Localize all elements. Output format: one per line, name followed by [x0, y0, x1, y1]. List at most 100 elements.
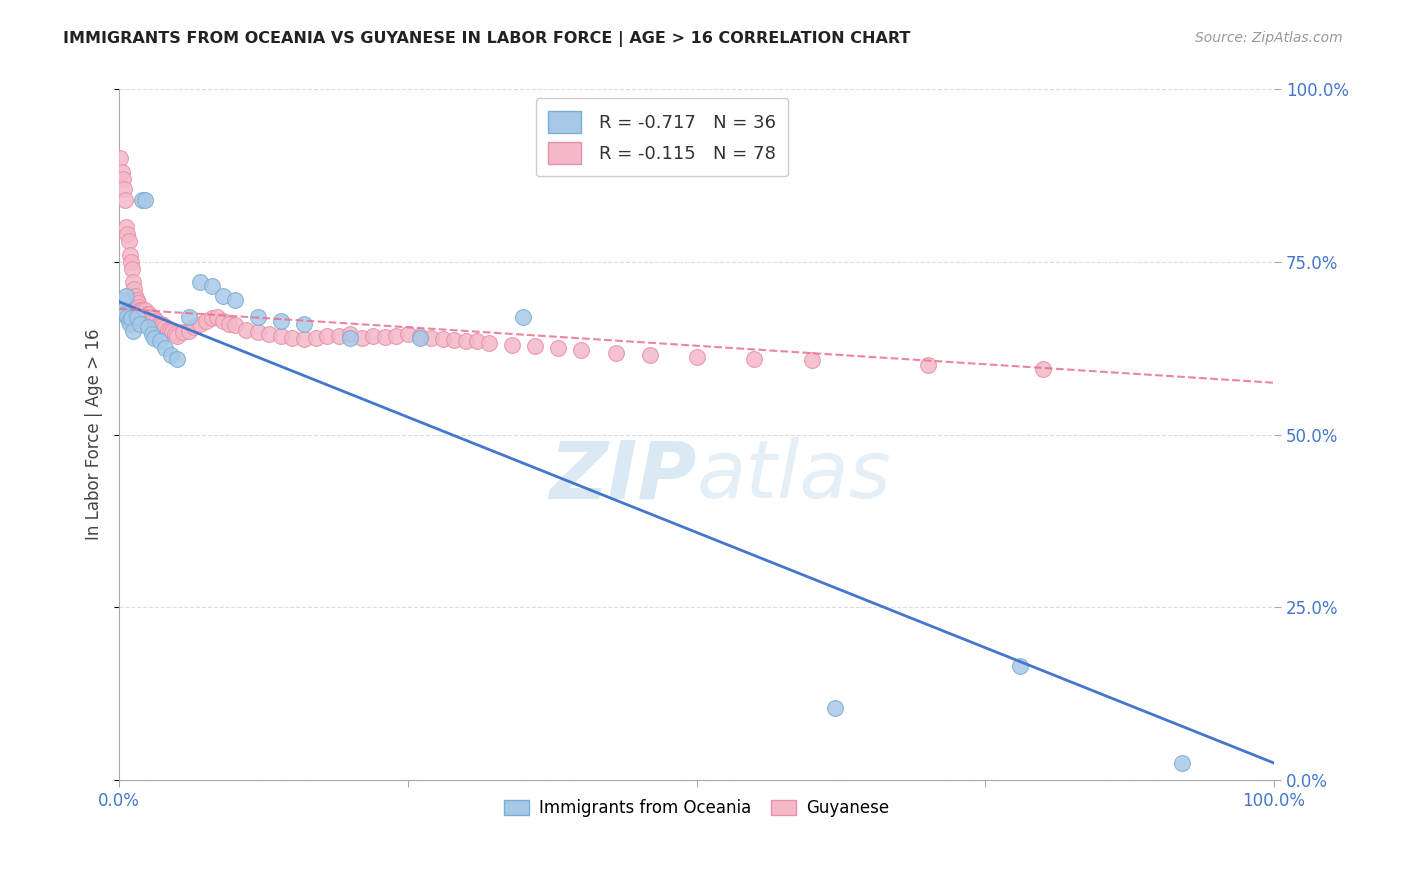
Point — [136, 307, 159, 321]
Point — [142, 311, 165, 326]
Point — [1008, 659, 1031, 673]
Point — [134, 193, 156, 207]
Point — [142, 331, 165, 345]
Point — [304, 331, 326, 345]
Point — [396, 327, 419, 342]
Point — [112, 182, 135, 196]
Point — [454, 334, 477, 349]
Point — [408, 331, 430, 345]
Point — [339, 331, 361, 345]
Point — [117, 227, 139, 241]
Point — [129, 303, 152, 318]
Point — [162, 326, 184, 340]
Point — [110, 296, 132, 310]
Point — [114, 307, 136, 321]
Point — [112, 303, 135, 318]
Point — [152, 318, 174, 333]
Point — [281, 331, 304, 345]
Text: Source: ZipAtlas.com: Source: ZipAtlas.com — [1195, 31, 1343, 45]
Point — [917, 359, 939, 373]
Point — [744, 351, 766, 366]
Point — [188, 276, 211, 290]
Point — [110, 151, 132, 165]
Point — [224, 293, 246, 307]
Point — [172, 326, 194, 340]
Point — [420, 331, 443, 345]
Point — [292, 317, 315, 331]
Point — [156, 322, 179, 336]
Point — [478, 336, 501, 351]
Point — [547, 341, 569, 355]
Y-axis label: In Labor Force | Age > 16: In Labor Force | Age > 16 — [86, 329, 103, 541]
Point — [235, 322, 257, 336]
Point — [134, 303, 156, 318]
Point — [149, 334, 172, 349]
Point — [114, 193, 136, 207]
Point — [149, 317, 172, 331]
Point — [141, 327, 163, 342]
Point — [569, 343, 592, 358]
Point — [121, 261, 143, 276]
Point — [443, 333, 465, 347]
Point — [124, 282, 146, 296]
Point — [131, 193, 153, 207]
Point — [224, 318, 246, 333]
Point — [117, 313, 139, 327]
Point — [270, 329, 292, 343]
Text: IMMIGRANTS FROM OCEANIA VS GUYANESE IN LABOR FORCE | AGE > 16 CORRELATION CHART: IMMIGRANTS FROM OCEANIA VS GUYANESE IN L… — [63, 31, 911, 47]
Point — [163, 327, 186, 342]
Point — [316, 329, 339, 343]
Point — [432, 332, 454, 346]
Point — [501, 337, 523, 351]
Point — [118, 317, 141, 331]
Point — [212, 289, 235, 303]
Point — [465, 334, 488, 349]
Point — [201, 279, 224, 293]
Point — [374, 330, 396, 344]
Point — [117, 234, 139, 248]
Point — [122, 276, 145, 290]
Point — [166, 328, 188, 343]
Point — [523, 339, 546, 353]
Point — [292, 332, 315, 346]
Point — [246, 310, 269, 324]
Point — [328, 328, 350, 343]
Point — [115, 220, 138, 235]
Point — [166, 351, 188, 366]
Point — [201, 311, 224, 326]
Point — [129, 303, 152, 318]
Point — [1170, 756, 1192, 770]
Point — [160, 348, 183, 362]
Point — [117, 310, 139, 324]
Point — [115, 289, 138, 303]
Point — [129, 317, 152, 331]
Point — [111, 293, 134, 307]
Point — [1032, 362, 1054, 376]
Point — [207, 310, 229, 324]
Point — [605, 346, 627, 360]
Point — [155, 341, 177, 355]
Point — [110, 300, 132, 314]
Point — [259, 327, 281, 342]
Point — [385, 328, 408, 343]
Point — [136, 320, 159, 334]
Point — [194, 313, 217, 327]
Point — [339, 327, 361, 342]
Point — [177, 324, 200, 338]
Point — [125, 310, 148, 324]
Point — [218, 317, 240, 331]
Point — [110, 165, 132, 179]
Point — [145, 313, 167, 327]
Point — [122, 324, 145, 338]
Legend: Immigrants from Oceania, Guyanese: Immigrants from Oceania, Guyanese — [498, 792, 896, 824]
Point — [141, 310, 163, 324]
Point — [363, 328, 385, 343]
Point — [111, 171, 134, 186]
Point — [824, 700, 846, 714]
Point — [118, 248, 141, 262]
Point — [246, 326, 269, 340]
Point — [512, 310, 534, 324]
Point — [125, 293, 148, 307]
Text: ZIP: ZIP — [550, 437, 696, 515]
Point — [177, 310, 200, 324]
